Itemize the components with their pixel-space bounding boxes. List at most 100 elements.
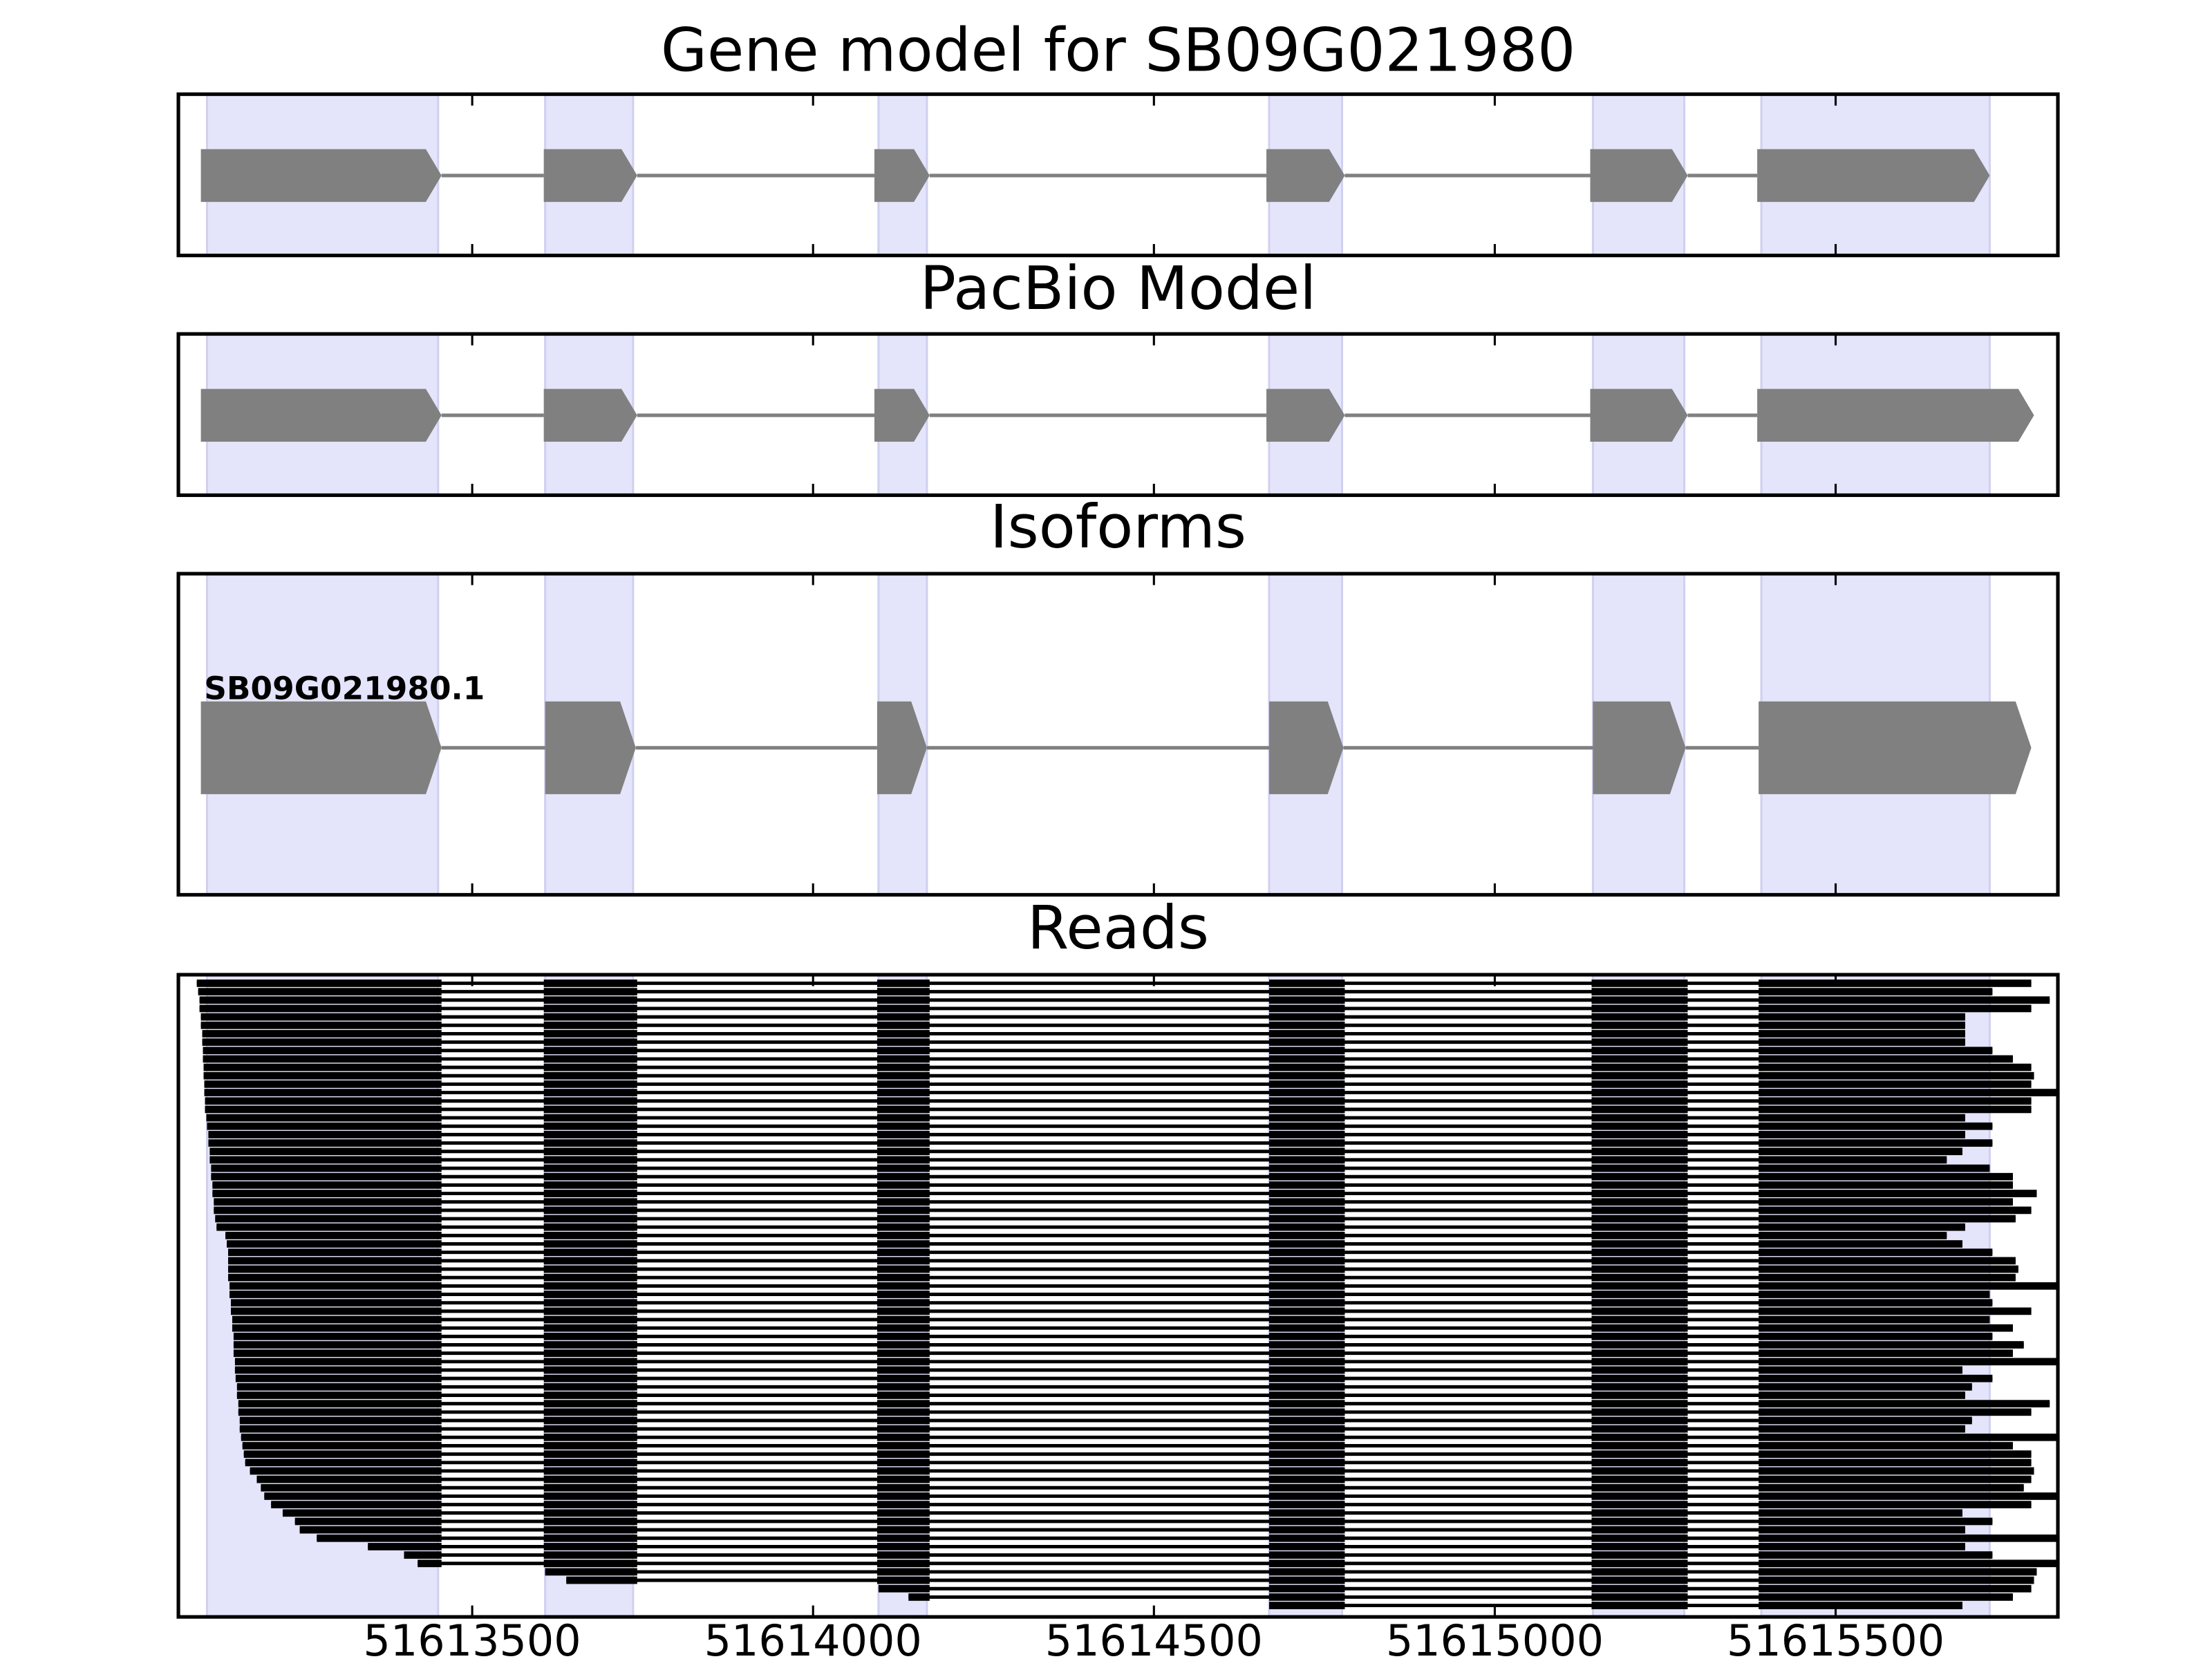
read-block bbox=[543, 1105, 637, 1114]
read-block bbox=[1759, 1206, 2032, 1215]
read-block bbox=[1591, 1332, 1688, 1340]
read-block bbox=[1759, 1501, 2032, 1508]
read-block bbox=[209, 1147, 442, 1156]
read-block bbox=[543, 1291, 637, 1298]
read-block bbox=[877, 1315, 930, 1324]
read-block bbox=[199, 996, 442, 1004]
read-block bbox=[877, 1492, 930, 1500]
read-block bbox=[877, 1509, 930, 1517]
read-block bbox=[212, 1190, 442, 1197]
read-block bbox=[1759, 1576, 2034, 1584]
read-block bbox=[317, 1534, 442, 1542]
read-block bbox=[1759, 1282, 2057, 1290]
read-block bbox=[234, 1366, 442, 1374]
read-block bbox=[1268, 1602, 1345, 1609]
panel-frame bbox=[176, 332, 2060, 497]
read-block bbox=[1591, 1122, 1688, 1130]
read-block bbox=[1591, 1071, 1688, 1080]
read-block bbox=[877, 1475, 930, 1483]
x-tick-label: 51615000 bbox=[1386, 1616, 1604, 1659]
read-block bbox=[877, 988, 930, 995]
read-block bbox=[1268, 1223, 1345, 1231]
read-block bbox=[1268, 1181, 1345, 1189]
read-block bbox=[1759, 1232, 1947, 1239]
read-block bbox=[1268, 1147, 1345, 1156]
read-block bbox=[543, 1307, 637, 1315]
read-block bbox=[1759, 1291, 1990, 1298]
read-block bbox=[231, 1299, 442, 1307]
read-block bbox=[877, 1248, 930, 1257]
read-block bbox=[877, 1215, 930, 1223]
read-block bbox=[1759, 1038, 1965, 1046]
read-block bbox=[877, 1190, 930, 1197]
read-block bbox=[1759, 1391, 1965, 1399]
read-block bbox=[1591, 1349, 1688, 1358]
x-tick-label: 51615500 bbox=[1727, 1616, 1944, 1659]
x-tick-label: 51614500 bbox=[1045, 1616, 1263, 1659]
read-block bbox=[1591, 1593, 1688, 1601]
read-block bbox=[877, 1131, 930, 1138]
read-block bbox=[1591, 1408, 1688, 1416]
read-block bbox=[543, 1114, 637, 1122]
read-block bbox=[543, 1030, 637, 1038]
read-block bbox=[1268, 1442, 1345, 1450]
read-block bbox=[877, 1467, 930, 1475]
read-block bbox=[543, 1240, 637, 1248]
read-block bbox=[1759, 1122, 1993, 1130]
panel-title: PacBio Model bbox=[920, 254, 1317, 324]
read-block bbox=[1759, 1071, 2034, 1080]
read-block bbox=[1268, 1543, 1345, 1550]
read-block bbox=[1268, 1071, 1345, 1080]
read-block bbox=[1591, 1172, 1688, 1181]
read-block bbox=[543, 980, 637, 987]
read-block bbox=[404, 1551, 442, 1559]
read-block bbox=[543, 1501, 637, 1508]
read-block bbox=[232, 1315, 442, 1324]
read-block bbox=[1759, 1509, 1962, 1517]
read-block bbox=[1268, 1374, 1345, 1382]
read-block bbox=[1759, 996, 2050, 1004]
read-block bbox=[1268, 1080, 1345, 1088]
read-block bbox=[1268, 1509, 1345, 1517]
read-block bbox=[1268, 1584, 1345, 1593]
read-block bbox=[1268, 1307, 1345, 1315]
read-block bbox=[1268, 1206, 1345, 1215]
read-block bbox=[877, 1576, 930, 1584]
read-block bbox=[1591, 1004, 1688, 1013]
read-block bbox=[543, 1181, 637, 1189]
read-block bbox=[1268, 1004, 1345, 1013]
read-block bbox=[543, 1526, 637, 1534]
read-block bbox=[1759, 1374, 1993, 1382]
read-block bbox=[908, 1593, 930, 1601]
read-block bbox=[1268, 1139, 1345, 1147]
read-block bbox=[1268, 1089, 1345, 1096]
read-block bbox=[1591, 1517, 1688, 1526]
read-block bbox=[1268, 996, 1345, 1004]
read-block bbox=[877, 1433, 930, 1441]
read-block bbox=[1591, 1382, 1688, 1391]
read-block bbox=[227, 1240, 442, 1248]
read-block bbox=[1759, 1584, 2032, 1593]
read-block bbox=[1591, 1543, 1688, 1550]
read-block bbox=[1759, 1156, 1947, 1164]
read-block bbox=[196, 980, 442, 987]
read-block bbox=[1591, 1038, 1688, 1046]
read-block bbox=[1759, 1341, 2024, 1349]
read-block bbox=[1591, 1105, 1688, 1114]
read-block bbox=[877, 1299, 930, 1307]
read-block bbox=[1759, 1190, 2037, 1197]
read-block bbox=[1759, 1147, 1962, 1156]
exon bbox=[1757, 388, 2034, 442]
read-block bbox=[1268, 1475, 1345, 1483]
read-block bbox=[1268, 1332, 1345, 1340]
read-block bbox=[1759, 1450, 2032, 1458]
read-block bbox=[543, 1122, 637, 1130]
read-block bbox=[543, 1374, 637, 1382]
read-block bbox=[241, 1433, 442, 1441]
read-block bbox=[1268, 1013, 1345, 1021]
read-block bbox=[543, 1433, 637, 1441]
read-block bbox=[545, 1568, 637, 1576]
read-block bbox=[877, 1374, 930, 1382]
read-block bbox=[543, 1004, 637, 1013]
read-block bbox=[1591, 996, 1688, 1004]
